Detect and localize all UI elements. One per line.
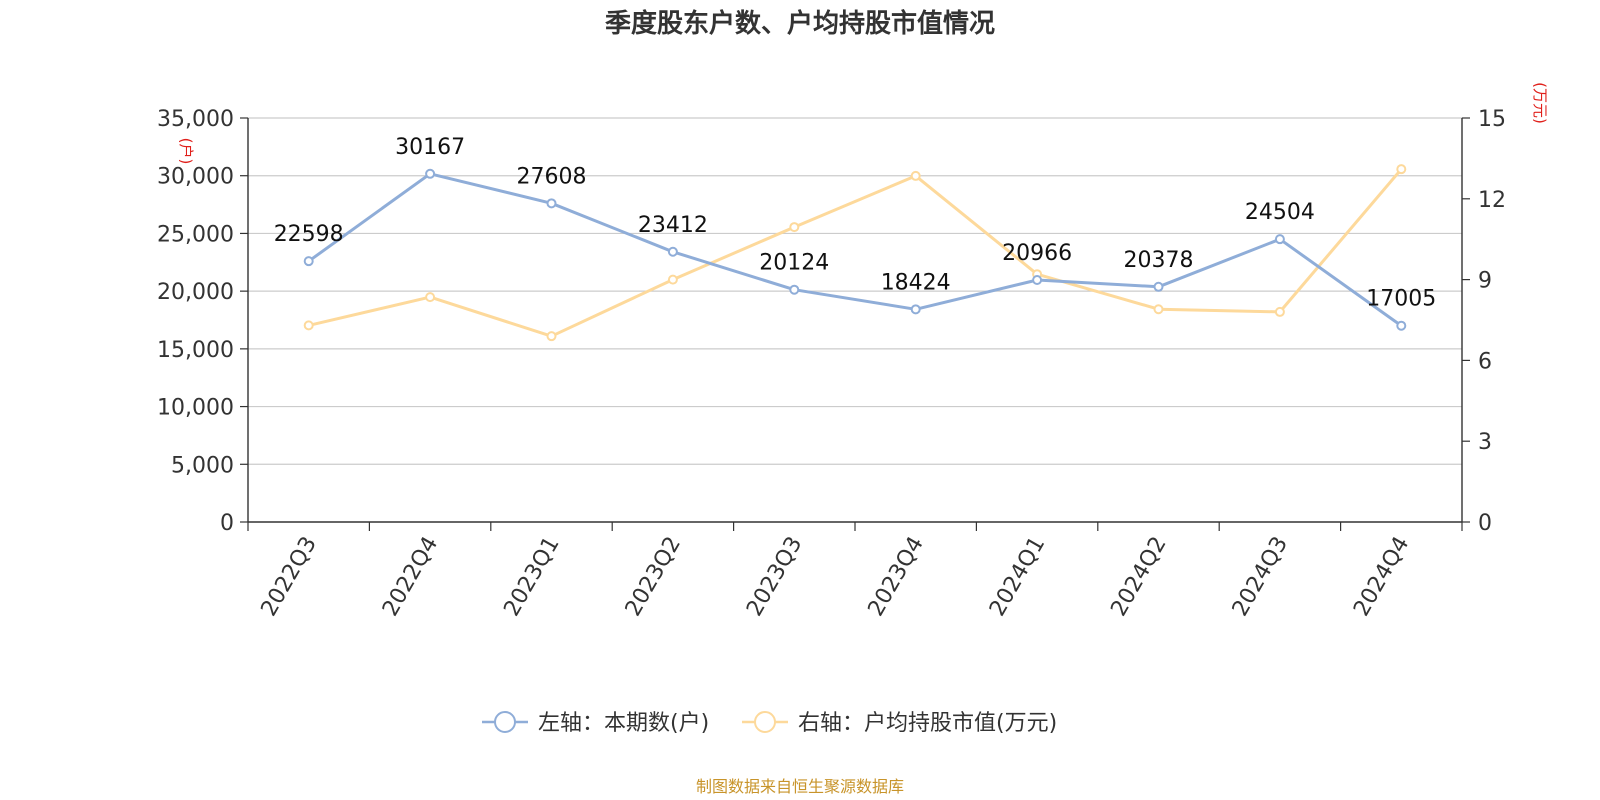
data-point bbox=[546, 198, 557, 209]
x-tick-label: 2023Q1 bbox=[499, 533, 564, 621]
data-point bbox=[667, 274, 678, 285]
data-point bbox=[1274, 306, 1285, 317]
left-tick-label: 30,000 bbox=[157, 165, 234, 190]
data-point bbox=[1274, 234, 1285, 245]
data-label: 18424 bbox=[881, 270, 951, 295]
left-tick-label: 0 bbox=[220, 511, 234, 536]
data-point bbox=[1153, 304, 1164, 315]
right-tick-label: 12 bbox=[1478, 188, 1506, 213]
legend-marker-circle bbox=[494, 711, 516, 733]
data-label: 20378 bbox=[1124, 248, 1194, 273]
left-tick-label: 20,000 bbox=[157, 280, 234, 305]
right-axis-unit: (万元) bbox=[1531, 82, 1549, 124]
data-point bbox=[1032, 274, 1043, 285]
right-tick-label: 3 bbox=[1478, 430, 1492, 455]
legend-marker-circle bbox=[754, 711, 776, 733]
right-tick-label: 6 bbox=[1478, 349, 1492, 374]
data-point bbox=[546, 331, 557, 342]
legend: 左轴：本期数(户) 右轴：户均持股市值(万元) bbox=[482, 711, 1057, 736]
x-tick-label: 2024Q2 bbox=[1106, 533, 1171, 621]
data-label: 24504 bbox=[1245, 200, 1315, 225]
data-label: 27608 bbox=[517, 164, 587, 189]
grid bbox=[248, 117, 1462, 465]
chart-title: 季度股东户数、户均持股市值情况 bbox=[605, 8, 995, 39]
left-tick-label: 35,000 bbox=[157, 107, 234, 132]
data-label: 22598 bbox=[274, 222, 344, 247]
series-line-right bbox=[308, 168, 1403, 338]
data-point bbox=[425, 292, 436, 303]
left-tick-label: 25,000 bbox=[157, 222, 234, 247]
left-tick-label: 5,000 bbox=[171, 453, 234, 478]
x-tick-label: 2024Q4 bbox=[1349, 533, 1414, 621]
data-point bbox=[425, 168, 436, 179]
data-point bbox=[789, 284, 800, 295]
plot-area: 22598 30167 27608 23412 20124 18424 20966 20378… bbox=[274, 135, 1436, 342]
x-tick-label: 2024Q3 bbox=[1228, 533, 1293, 621]
data-source-note: 制图数据来自恒生聚源数据库 bbox=[696, 777, 904, 796]
left-tick-label: 15,000 bbox=[157, 338, 234, 363]
data-point bbox=[1153, 281, 1164, 292]
left-axis-unit: (户) bbox=[177, 138, 195, 165]
data-point bbox=[910, 304, 921, 315]
data-point bbox=[303, 256, 314, 267]
x-tick-label: 2024Q1 bbox=[985, 533, 1050, 621]
x-tick-label: 2023Q4 bbox=[864, 533, 929, 621]
data-point bbox=[789, 222, 800, 233]
data-label: 20966 bbox=[1002, 241, 1072, 266]
x-tick-label: 2023Q2 bbox=[621, 533, 686, 621]
data-label: 17005 bbox=[1366, 287, 1436, 312]
data-label: 30167 bbox=[395, 135, 465, 160]
data-point bbox=[1396, 320, 1407, 331]
legend-label: 左轴：本期数(户) bbox=[538, 711, 709, 736]
axes: 0 5,000 10,000 15,000 20,000 25,000 30,000 35,0… bbox=[157, 82, 1549, 620]
right-tick-label: 0 bbox=[1478, 511, 1492, 536]
data-label: 23412 bbox=[638, 213, 708, 238]
left-tick-label: 10,000 bbox=[157, 396, 234, 421]
series-line-left bbox=[307, 172, 1403, 327]
x-tick-label: 2022Q3 bbox=[257, 533, 322, 621]
x-tick-label: 2022Q4 bbox=[378, 533, 443, 621]
data-point bbox=[1396, 164, 1407, 175]
x-tick-label: 2023Q3 bbox=[742, 533, 807, 621]
data-point bbox=[910, 170, 921, 181]
right-tick-label: 9 bbox=[1478, 269, 1492, 294]
data-label: 20124 bbox=[759, 251, 829, 276]
data-point bbox=[667, 246, 678, 257]
data-point bbox=[303, 320, 314, 331]
legend-label: 右轴：户均持股市值(万元) bbox=[798, 711, 1057, 736]
right-tick-label: 15 bbox=[1478, 107, 1506, 132]
